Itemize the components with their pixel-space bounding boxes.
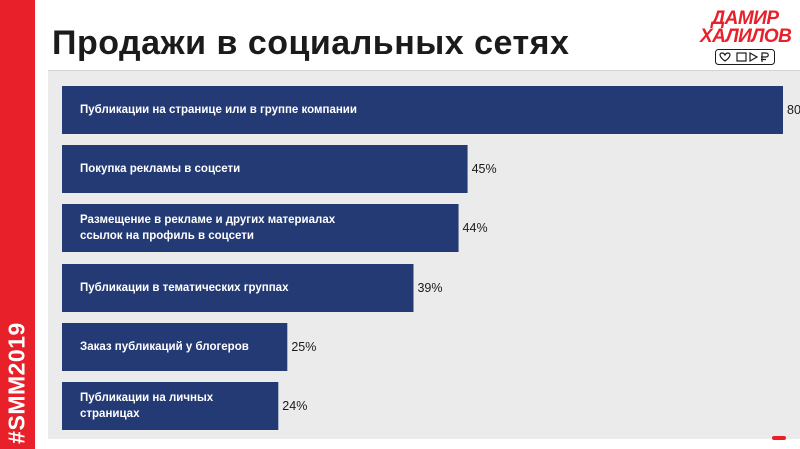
brand-logo: ДАМИР ХАЛИЛОВ (700, 8, 792, 70)
bar-label-4: Публикации в тематических группах (80, 282, 289, 294)
value-label-4: 39% (417, 281, 443, 295)
value-label-6: 24% (282, 399, 308, 413)
bar-label-2: Покупка рекламы в соцсети (80, 163, 241, 175)
bar-chart (62, 86, 783, 430)
ruble-icon (761, 52, 769, 62)
value-label-1: 80 (787, 103, 800, 117)
brand-logo-line1: ДАМИР (711, 8, 779, 29)
value-label-5: 25% (291, 340, 317, 354)
bar-4 (62, 264, 414, 312)
chart-area: Публикации на странице или в группе комп… (48, 70, 800, 439)
box-icon (736, 52, 747, 62)
bar-label-5: Заказ публикаций у блогеров (80, 341, 249, 353)
bar-5 (62, 323, 288, 371)
accent-mark (772, 436, 786, 440)
bar-label-6: Публикации на личных страницах (80, 392, 214, 420)
brand-frame-icon (715, 49, 775, 65)
value-label-3: 44% (462, 221, 488, 235)
bar-2 (62, 145, 468, 193)
bar-label-1: Публикации на странице или в группе комп… (80, 104, 357, 116)
slide-title: Продажи в социальных сетях (52, 24, 570, 62)
play-icon (749, 51, 759, 63)
bar-label-3: Размещение в рекламе и других материалах… (80, 214, 336, 242)
bar-3 (62, 204, 459, 252)
brand-icons (715, 49, 775, 65)
hashtag-sidebar: #SMM2019 (0, 0, 35, 449)
hashtag-label: #SMM2019 (3, 322, 30, 444)
bar-1 (62, 86, 783, 134)
value-label-2: 45% (471, 162, 497, 176)
bar-6 (62, 382, 279, 430)
brand-logo-line2: ХАЛИЛОВ (700, 26, 792, 47)
heart-icon (719, 52, 731, 62)
